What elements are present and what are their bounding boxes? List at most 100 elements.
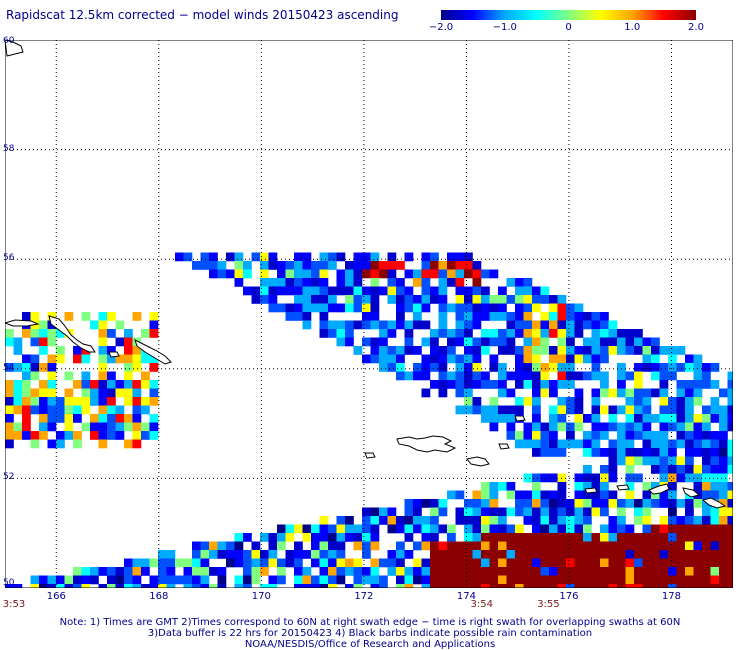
wind-diff-cell	[464, 507, 473, 517]
wind-diff-cell	[464, 354, 473, 364]
wind-diff-cell	[200, 261, 210, 270]
wind-diff-cell	[64, 388, 74, 398]
wind-diff-cell	[30, 329, 40, 338]
wind-diff-cell	[421, 371, 431, 381]
wind-diff-cell	[464, 320, 473, 330]
wind-diff-cell	[523, 439, 533, 449]
wind-diff-cell	[574, 575, 584, 585]
wind-diff-cell	[651, 448, 660, 457]
wind-diff-cell	[608, 575, 618, 585]
wind-diff-cell	[277, 278, 286, 287]
wind-diff-cell	[608, 320, 618, 330]
wind-diff-cell	[149, 354, 159, 364]
wind-diff-cell	[107, 575, 116, 585]
wind-diff-cell	[260, 278, 269, 287]
wind-diff-cell	[583, 516, 592, 525]
wind-diff-cell	[566, 584, 575, 588]
wind-diff-cell	[115, 320, 125, 330]
wind-diff-cell	[243, 575, 252, 585]
wind-diff-cell	[404, 371, 414, 381]
wind-diff-cell	[430, 354, 439, 364]
wind-diff-cell	[549, 320, 558, 330]
wind-diff-cell	[430, 380, 439, 389]
wind-diff-cell	[625, 575, 635, 585]
wind-diff-cell	[311, 533, 320, 542]
wind-diff-cell	[98, 405, 108, 415]
wind-diff-cell	[489, 380, 499, 389]
wind-diff-cell	[574, 567, 584, 576]
wind-diff-cell	[336, 329, 346, 338]
wind-diff-cell	[591, 397, 601, 406]
wind-diff-cell	[719, 405, 728, 415]
wind-diff-cell	[506, 388, 516, 398]
wind-diff-cell	[668, 371, 677, 381]
wind-diff-cell	[47, 337, 57, 347]
wind-diff-cell	[625, 490, 635, 500]
wind-diff-cell	[158, 575, 167, 585]
wind-diff-cell	[345, 516, 354, 525]
wind-diff-cell	[421, 388, 431, 398]
wind-diff-cell	[421, 584, 431, 588]
wind-diff-cell	[498, 567, 507, 576]
wind-diff-cell	[30, 363, 40, 372]
wind-diff-cell	[506, 550, 516, 559]
wind-diff-cell	[472, 346, 482, 355]
wind-diff-cell	[600, 346, 609, 355]
wind-diff-cell	[591, 329, 601, 338]
wind-diff-cell	[455, 490, 465, 500]
wind-diff-cell	[685, 354, 694, 364]
wind-diff-cell	[353, 575, 363, 585]
wind-diff-cell	[47, 397, 57, 406]
wind-diff-cell	[574, 329, 584, 338]
wind-diff-cell	[336, 252, 346, 262]
wind-diff-cell	[234, 261, 244, 270]
wind-diff-cell	[608, 524, 618, 534]
wind-diff-cell	[549, 541, 558, 551]
wind-diff-cell	[642, 431, 652, 440]
wind-diff-cell	[506, 541, 516, 551]
wind-diff-cell	[13, 431, 23, 440]
wind-diff-cell	[515, 354, 524, 364]
wind-diff-cell	[319, 524, 329, 534]
wind-diff-cell	[625, 329, 635, 338]
wind-diff-cell	[396, 575, 405, 585]
wind-diff-cell	[659, 448, 669, 457]
wind-diff-cell	[472, 363, 482, 372]
wind-diff-cell	[370, 261, 380, 270]
wind-diff-cell	[642, 533, 652, 542]
wind-diff-cell	[583, 431, 592, 440]
wind-diff-cell	[209, 261, 218, 270]
wind-diff-cell	[481, 499, 490, 508]
wind-diff-cell	[574, 312, 584, 321]
wind-diff-cell	[498, 533, 507, 542]
wind-diff-cell	[617, 499, 626, 508]
wind-diff-cell	[549, 405, 558, 415]
wind-diff-cell	[39, 380, 48, 389]
wind-diff-cell	[583, 567, 592, 576]
wind-diff-cell	[370, 507, 380, 517]
wind-diff-cell	[566, 541, 575, 551]
wind-diff-cell	[651, 524, 660, 534]
wind-diff-cell	[532, 295, 541, 304]
wind-diff-cell	[481, 312, 490, 321]
wind-diff-cell	[506, 558, 516, 568]
wind-diff-cell	[234, 533, 244, 542]
wind-diff-cell	[659, 558, 669, 568]
wind-diff-cell	[583, 533, 592, 542]
wind-diff-cell	[268, 278, 278, 287]
wind-diff-cell	[557, 397, 567, 406]
wind-diff-cell	[617, 337, 626, 347]
wind-diff-cell	[430, 286, 439, 296]
wind-diff-cell	[387, 550, 397, 559]
wind-diff-cell	[549, 363, 558, 372]
wind-diff-cell	[336, 320, 346, 330]
wind-diff-cell	[311, 558, 320, 568]
wind-diff-cell	[659, 422, 669, 432]
wind-diff-cell	[472, 550, 482, 559]
wind-diff-cell	[591, 346, 601, 355]
wind-diff-cell	[370, 354, 380, 364]
wind-diff-cell	[387, 261, 397, 270]
wind-diff-cell	[183, 584, 193, 588]
wind-diff-cell	[591, 533, 601, 542]
wind-diff-cell	[506, 346, 516, 355]
